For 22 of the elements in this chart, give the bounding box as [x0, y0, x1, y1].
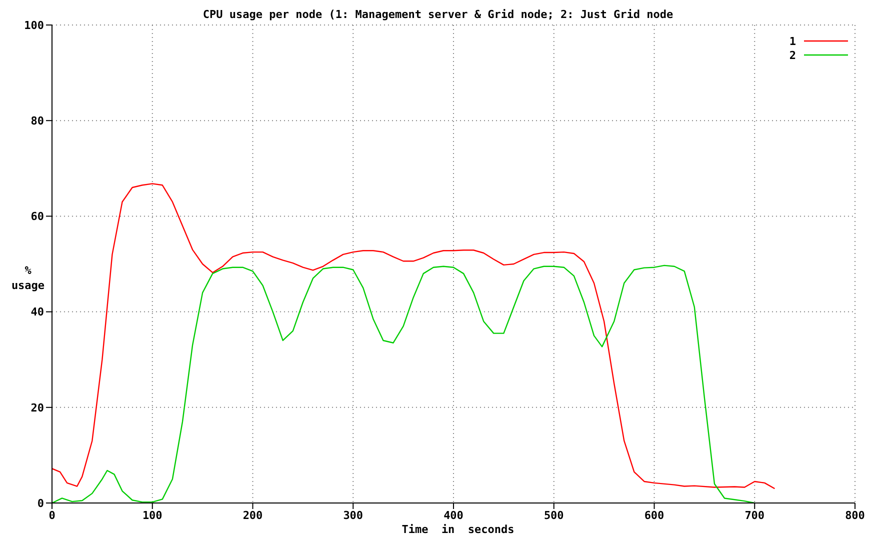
- x-tick-label: 700: [744, 508, 765, 522]
- y-axis-title: % usage: [10, 263, 46, 293]
- y-tick-label: 40: [30, 306, 44, 319]
- y-tick-label: 80: [30, 114, 44, 128]
- line-series: [52, 264, 756, 503]
- line-series: [52, 183, 776, 490]
- x-tick-label: 600: [644, 508, 664, 522]
- x-tick-label: 300: [343, 508, 364, 522]
- y-tick-label: 60: [30, 210, 44, 224]
- y-tick-label: 100: [24, 18, 44, 32]
- y-tick-label: 20: [30, 401, 44, 414]
- y-tick-label: 0: [37, 496, 44, 510]
- x-tick-label: 0: [48, 508, 56, 522]
- x-tick-label: 400: [444, 508, 464, 522]
- x-tick-label: 100: [142, 508, 162, 522]
- x-tick-label: 800: [845, 508, 865, 522]
- legend-label: 2: [789, 48, 796, 62]
- chart-title: CPU usage per node (1: Management server & Grid node; 2: Just Grid node: [202, 8, 674, 21]
- legend-label: 1: [789, 34, 796, 48]
- x-axis-title: Time in seconds: [400, 523, 516, 536]
- x-tick-label: 200: [242, 508, 263, 522]
- x-tick-label: 500: [544, 508, 564, 522]
